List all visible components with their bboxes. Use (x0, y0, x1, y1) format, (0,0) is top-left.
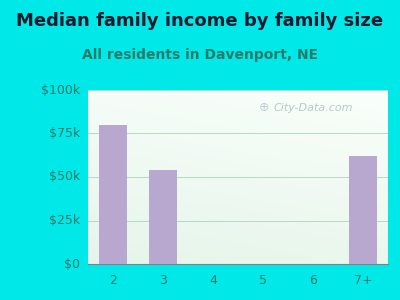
Text: $25k: $25k (49, 214, 80, 227)
Text: All residents in Davenport, NE: All residents in Davenport, NE (82, 48, 318, 62)
Text: Median family income by family size: Median family income by family size (16, 12, 384, 30)
Text: ⊕: ⊕ (259, 101, 270, 114)
Text: City-Data.com: City-Data.com (274, 103, 354, 113)
Text: $50k: $50k (49, 170, 80, 184)
Text: $100k: $100k (41, 83, 80, 97)
Bar (99, 125, 127, 264)
Bar (149, 170, 177, 264)
Text: $75k: $75k (49, 127, 80, 140)
Bar (349, 156, 377, 264)
Text: $0: $0 (64, 257, 80, 271)
